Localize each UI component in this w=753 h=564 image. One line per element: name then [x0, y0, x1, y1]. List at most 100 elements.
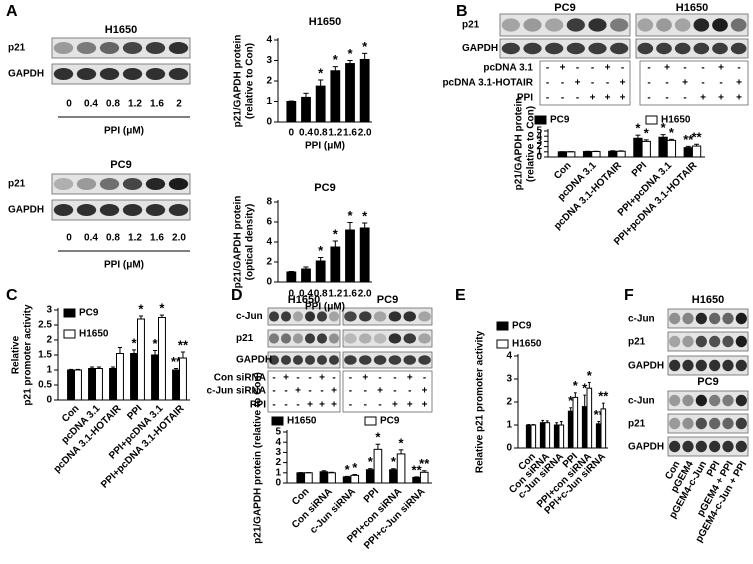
sign: - — [683, 63, 686, 74]
blot-band — [610, 18, 629, 32]
condition-label: Con siRNA — [214, 373, 266, 384]
y-tick-label: 0 — [506, 443, 512, 454]
sign: - — [349, 400, 352, 411]
blot-band — [610, 42, 629, 55]
bar — [396, 453, 406, 484]
blot-row-label: p21 — [628, 337, 646, 348]
bar — [95, 368, 103, 401]
sign: + — [331, 386, 337, 397]
blot-band — [669, 312, 681, 325]
bar — [412, 476, 421, 484]
y-axis-label: Relative p21 promoter activity — [475, 330, 486, 473]
sign: - — [546, 63, 549, 74]
blot-band — [656, 42, 672, 55]
sign: + — [295, 386, 301, 397]
blot-band — [674, 18, 691, 32]
blot-band — [501, 18, 520, 32]
y-tick-label: 2 — [536, 141, 542, 152]
y-tick-label: 0 — [46, 395, 52, 406]
x-tick-label: 0.8 — [314, 289, 328, 300]
sign: - — [364, 386, 367, 397]
blot-band — [674, 42, 691, 55]
sign: - — [272, 386, 275, 397]
blot-band — [709, 394, 721, 407]
y-axis-label: p21/GAPDH protein — [233, 35, 244, 128]
significance-label: ** — [178, 337, 189, 352]
legend-label: PC9 — [380, 416, 400, 427]
sign: - — [576, 63, 579, 74]
condition-label: pcDNA 3.1-HOTAIR — [442, 78, 533, 89]
bar — [558, 424, 565, 449]
blot-xlabel: PPI (μM) — [104, 260, 144, 271]
sign: - — [272, 400, 275, 411]
x-tick-label: 2.0 — [358, 289, 372, 300]
legend-swatch — [496, 321, 509, 331]
blot-band — [682, 312, 694, 325]
y-tick-label: 3 — [46, 305, 52, 316]
bar — [633, 137, 643, 158]
sign: - — [737, 63, 740, 74]
x-tick-label: 0 — [289, 289, 295, 300]
significance-label: * — [318, 65, 324, 80]
sign: - — [647, 63, 650, 74]
sign: + — [700, 93, 706, 104]
sign: + — [407, 400, 413, 411]
x-axis-label: PPI (μM) — [305, 302, 345, 313]
condition-box — [267, 370, 341, 413]
blot-band — [735, 440, 747, 453]
y-tick-label: 8 — [266, 197, 272, 208]
blot-band — [168, 178, 189, 190]
bar — [553, 424, 560, 449]
bar — [373, 448, 383, 484]
blot-band — [53, 204, 74, 216]
y-tick-label: 0 — [536, 152, 542, 163]
blot-band — [99, 204, 120, 216]
blot-band — [712, 18, 728, 32]
x-tick-label: 2.0 — [358, 128, 372, 139]
lane-label: 1.6 — [150, 233, 164, 244]
sign: + — [560, 63, 566, 74]
sign: + — [331, 400, 337, 411]
blot-band — [373, 333, 387, 344]
sign: - — [364, 400, 367, 411]
blot-band — [712, 42, 728, 55]
bar — [419, 471, 429, 484]
blot-band — [304, 333, 316, 344]
y-tick-label: 6 — [266, 217, 272, 228]
panel-label: B — [456, 3, 468, 20]
bar — [172, 369, 181, 401]
blot-title: PC9 — [377, 294, 398, 306]
bar — [586, 387, 593, 449]
blot-band — [292, 333, 304, 344]
y-tick-label: 1 — [506, 420, 512, 431]
blot-band — [280, 333, 292, 344]
condition-label: pcDNA 3.1 — [483, 63, 533, 74]
blot-band — [682, 359, 694, 372]
y-axis-label: (relative to Con) — [526, 106, 537, 182]
x-tick-label: 0.4 — [299, 289, 313, 300]
significance-label: * — [333, 226, 339, 241]
blot-band — [316, 333, 328, 344]
blot-row-label: p21 — [462, 20, 480, 31]
bar — [296, 472, 306, 484]
sign: + — [736, 78, 742, 89]
bar — [301, 268, 311, 283]
bar — [304, 472, 313, 484]
blot-band — [373, 311, 387, 322]
y-tick-label: 3 — [266, 55, 272, 66]
blot-band — [122, 204, 143, 216]
y-tick-label: 1.5 — [38, 350, 52, 361]
sign: - — [296, 373, 299, 384]
blot-band — [682, 440, 694, 453]
bar — [566, 151, 576, 158]
blot-band — [730, 42, 747, 55]
y-tick-label: 5 — [536, 126, 542, 137]
blot-band — [168, 204, 189, 216]
legend-swatch — [645, 115, 658, 125]
y-tick-label: 1 — [46, 365, 52, 376]
blot-band — [418, 311, 431, 322]
blot-band — [122, 68, 143, 80]
y-tick-label: 4 — [275, 437, 281, 448]
blot-band — [280, 355, 292, 365]
significance-label: ** — [598, 389, 609, 404]
